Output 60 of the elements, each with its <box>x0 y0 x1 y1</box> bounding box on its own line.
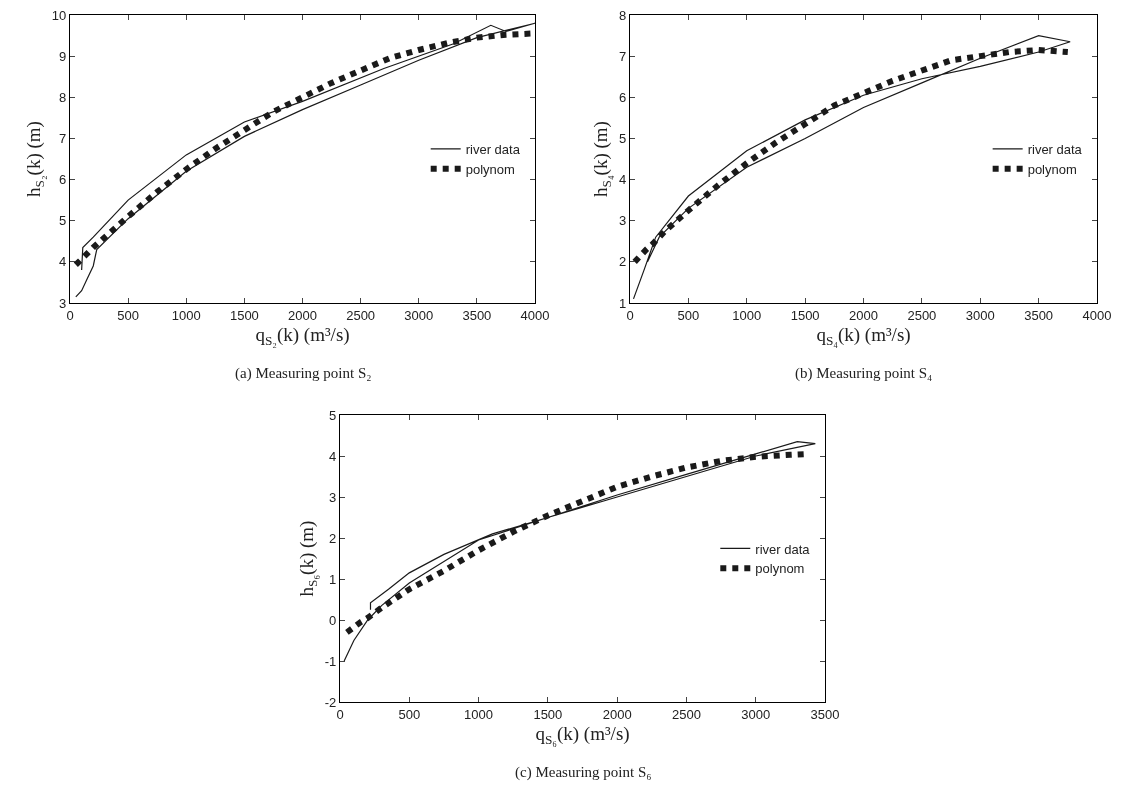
x-tick-label: 2000 <box>602 706 632 722</box>
y-tick-label: -1 <box>324 653 337 669</box>
x-tick-label: 2000 <box>849 307 878 323</box>
y-tick-label: 2 <box>328 530 337 546</box>
legend-label: polynom <box>755 561 805 577</box>
x-tick-label: 2500 <box>346 307 376 323</box>
x-tick-label: 1000 <box>464 706 494 722</box>
legend-label: river data <box>755 541 811 557</box>
y-tick-label: 5 <box>618 130 627 146</box>
x-tick-label: 3500 <box>462 307 492 323</box>
y-tick-label: 9 <box>58 48 67 64</box>
x-tick-label: 1500 <box>790 307 820 323</box>
y-tick-label: 4 <box>618 172 627 188</box>
x-tick-label: 4000 <box>1082 307 1112 323</box>
legend-label: river data <box>465 142 521 158</box>
y-tick-label: 6 <box>618 89 627 105</box>
y-tick-label: 3 <box>618 213 627 229</box>
x-tick-label: 500 <box>677 307 700 323</box>
legend-label: polynom <box>465 161 515 177</box>
x-tick-label: 2000 <box>288 307 317 323</box>
x-tick-label: 3500 <box>810 706 840 722</box>
y-tick-label: 2 <box>618 254 627 270</box>
line-series <box>343 441 816 662</box>
x-tick-label: 4000 <box>520 307 550 323</box>
y-tick-label: 3 <box>328 489 337 505</box>
x-axis-title: q$_{S₄}$(k) (m³/s) <box>816 324 911 349</box>
y-tick-label: 8 <box>618 7 627 23</box>
legend-label: river data <box>1027 142 1083 158</box>
x-axis-title: q$_{S₂}$(k) (m³/s) <box>255 324 350 349</box>
y-tick-label: 7 <box>618 48 627 64</box>
y-tick-label: 0 <box>328 612 337 628</box>
x-tick-label: 500 <box>398 706 421 722</box>
text: (b) Measuring point S₄ <box>795 365 933 382</box>
x-tick-label: 2500 <box>907 307 937 323</box>
x-tick-label: 1500 <box>533 706 563 722</box>
x-tick-label: 1500 <box>229 307 259 323</box>
y-tick-label: 8 <box>58 89 67 105</box>
y-tick-label: 3 <box>58 295 67 311</box>
x-tick-label: 1000 <box>732 307 762 323</box>
y-tick-label: 5 <box>58 213 67 229</box>
y-tick-label: 1 <box>328 571 337 587</box>
y-tick-label: 4 <box>328 448 337 464</box>
y-tick-label: 1 <box>618 295 627 311</box>
x-tick-label: 1000 <box>171 307 201 323</box>
x-tick-label: 3000 <box>404 307 434 323</box>
legend-label: polynom <box>1027 161 1077 177</box>
x-tick-label: 3000 <box>741 706 771 722</box>
y-tick-label: 7 <box>58 130 67 146</box>
y-tick-label: 5 <box>328 407 337 423</box>
x-axis-title: q$_{S₆}$(k) (m³/s) <box>535 723 630 748</box>
y-tick-label: 10 <box>51 7 67 23</box>
y-tick-label: 6 <box>58 172 67 188</box>
y-tick-label: 4 <box>58 254 67 270</box>
x-tick-label: 2500 <box>671 706 701 722</box>
x-tick-label: 3500 <box>1024 307 1054 323</box>
x-tick-label: 3000 <box>965 307 995 323</box>
text: (c) Measuring point S₆ <box>515 764 652 781</box>
y-tick-label: -2 <box>324 694 337 710</box>
text: (a) Measuring point S₂ <box>235 365 372 382</box>
x-tick-label: 500 <box>117 307 139 323</box>
